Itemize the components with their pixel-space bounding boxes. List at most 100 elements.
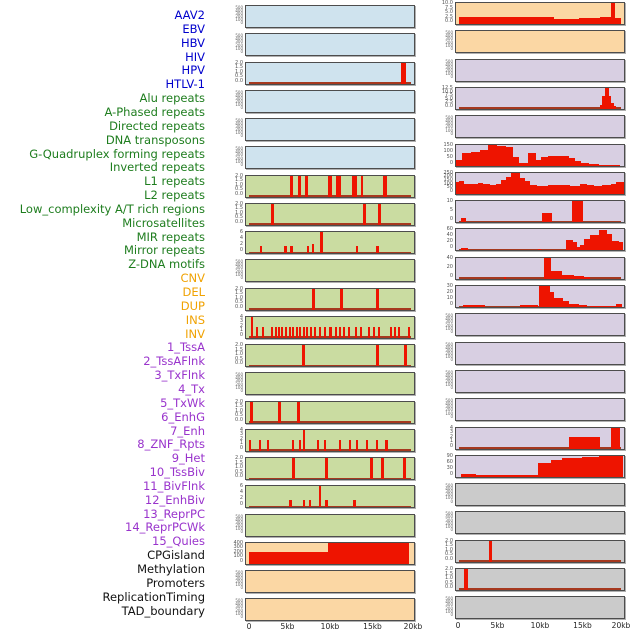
data-bar — [519, 163, 528, 166]
data-bar — [292, 440, 294, 451]
data-bar — [520, 305, 538, 307]
track-panel-7_Enh — [455, 228, 625, 251]
track-label-CPGisland: CPGisland — [0, 549, 205, 562]
track-label-EBV: EBV — [0, 23, 205, 36]
y-tick: 50 — [405, 155, 453, 160]
data-bar — [281, 327, 283, 338]
track-panel-Methylation — [455, 511, 625, 534]
track-panel-1_TssA — [455, 59, 625, 82]
data-bar — [562, 458, 582, 477]
data-bar — [584, 277, 591, 278]
data-bar — [296, 327, 298, 338]
track-panel-HTLV-1 — [245, 146, 415, 169]
track-label-Promoters: Promoters — [0, 577, 205, 590]
data-bar — [305, 176, 308, 197]
data-bar — [590, 306, 607, 307]
data-bar — [376, 246, 378, 253]
data-bar — [599, 456, 623, 477]
data-bar — [554, 298, 562, 307]
data-bar — [310, 327, 312, 338]
track-panel-L1 repeats — [245, 344, 415, 367]
y-tick: 100 — [405, 149, 453, 154]
y-tick: 60 — [405, 460, 453, 465]
signal-baseline — [459, 221, 620, 223]
y-tick: 0.0 — [195, 220, 243, 225]
data-bar — [602, 185, 610, 193]
track-panel-CNV — [245, 542, 415, 565]
track-label-1_TssA: 1_TssA — [0, 341, 205, 354]
track-panel-CPGisland — [455, 483, 625, 506]
data-bar — [376, 289, 379, 310]
track-label-MIR repeats: MIR repeats — [0, 231, 205, 244]
track-label-DEL: DEL — [0, 286, 205, 299]
track-label-9_Het: 9_Het — [0, 452, 205, 465]
data-bar — [312, 244, 314, 253]
y-tick: 0.0 — [405, 19, 453, 24]
data-bar — [579, 18, 601, 24]
y-tick: 0.0 — [405, 585, 453, 590]
data-bar — [383, 176, 387, 197]
data-bar — [328, 543, 409, 564]
track-label-8_ZNF_Rpts: 8_ZNF_Rpts — [0, 438, 205, 451]
data-bar — [262, 327, 264, 338]
track-label-11_BivFlnk: 11_BivFlnk — [0, 480, 205, 493]
data-bar — [506, 147, 513, 165]
data-bar — [312, 289, 316, 310]
data-bar — [328, 176, 332, 197]
y-tick: 0.0 — [195, 305, 243, 310]
y-tick: 0 — [405, 217, 453, 222]
data-bar — [297, 402, 300, 423]
data-bar — [302, 345, 305, 366]
track-panel-13_ReprPC — [455, 398, 625, 421]
data-bar — [259, 440, 261, 451]
track-label-5_TxWk: 5_TxWk — [0, 397, 205, 410]
track-label-L1 repeats: L1 repeats — [0, 175, 205, 188]
data-bar — [611, 428, 620, 449]
data-bar — [600, 17, 610, 24]
y-tick: 20 — [405, 239, 453, 244]
y-tick: 0 — [195, 333, 243, 338]
data-bar — [490, 185, 497, 194]
track-panel-6_EnhG — [455, 200, 625, 223]
track-label-Low_complexity A/T rich regions: Low_complexity A/T rich regions — [0, 203, 205, 216]
track-panel-3_TxFlnk — [455, 115, 625, 138]
data-bar — [504, 277, 507, 278]
track-label-2_TssAFlnk: 2_TssAFlnk — [0, 355, 205, 368]
y-tick: 0.0 — [405, 104, 453, 109]
data-bar — [340, 289, 343, 310]
track-panel-G-Quadruplex forming repeats — [245, 288, 415, 311]
track-label-HTLV-1: HTLV-1 — [0, 78, 205, 91]
data-bar — [541, 157, 549, 166]
data-bar — [278, 327, 280, 338]
data-bar — [570, 186, 580, 194]
track-panel-Low_complexity A/T rich regions — [245, 401, 415, 424]
y-tick: 40 — [405, 256, 453, 261]
x-tick-label: 10kb — [531, 621, 550, 630]
y-tick: 10 — [405, 296, 453, 301]
signal-baseline — [249, 252, 410, 254]
data-bar — [569, 437, 599, 449]
track-label-4_Tx: 4_Tx — [0, 383, 205, 396]
data-bar — [562, 275, 574, 279]
signal-baseline — [249, 421, 410, 423]
track-label-Inverted repeats: Inverted repeats — [0, 161, 205, 174]
data-bar — [314, 327, 316, 338]
track-panel-10_TssBiv — [455, 313, 625, 336]
data-bar — [462, 153, 471, 166]
data-bar — [569, 158, 576, 166]
track-panel-12_EnhBiv — [455, 370, 625, 393]
track-label-Methylation: Methylation — [0, 563, 205, 576]
track-label-Z-DNA motifs: Z-DNA motifs — [0, 258, 205, 271]
y-tick: 150 — [405, 143, 453, 148]
data-bar — [566, 240, 573, 251]
data-bar — [612, 241, 619, 250]
data-bar — [616, 182, 624, 194]
data-bar — [278, 402, 281, 423]
track-panel-Mirror repeats — [245, 485, 415, 508]
data-bar — [616, 304, 622, 307]
y-tick: 0 — [405, 189, 453, 194]
track-panel-MIR repeats — [245, 457, 415, 480]
data-bar — [368, 327, 370, 338]
